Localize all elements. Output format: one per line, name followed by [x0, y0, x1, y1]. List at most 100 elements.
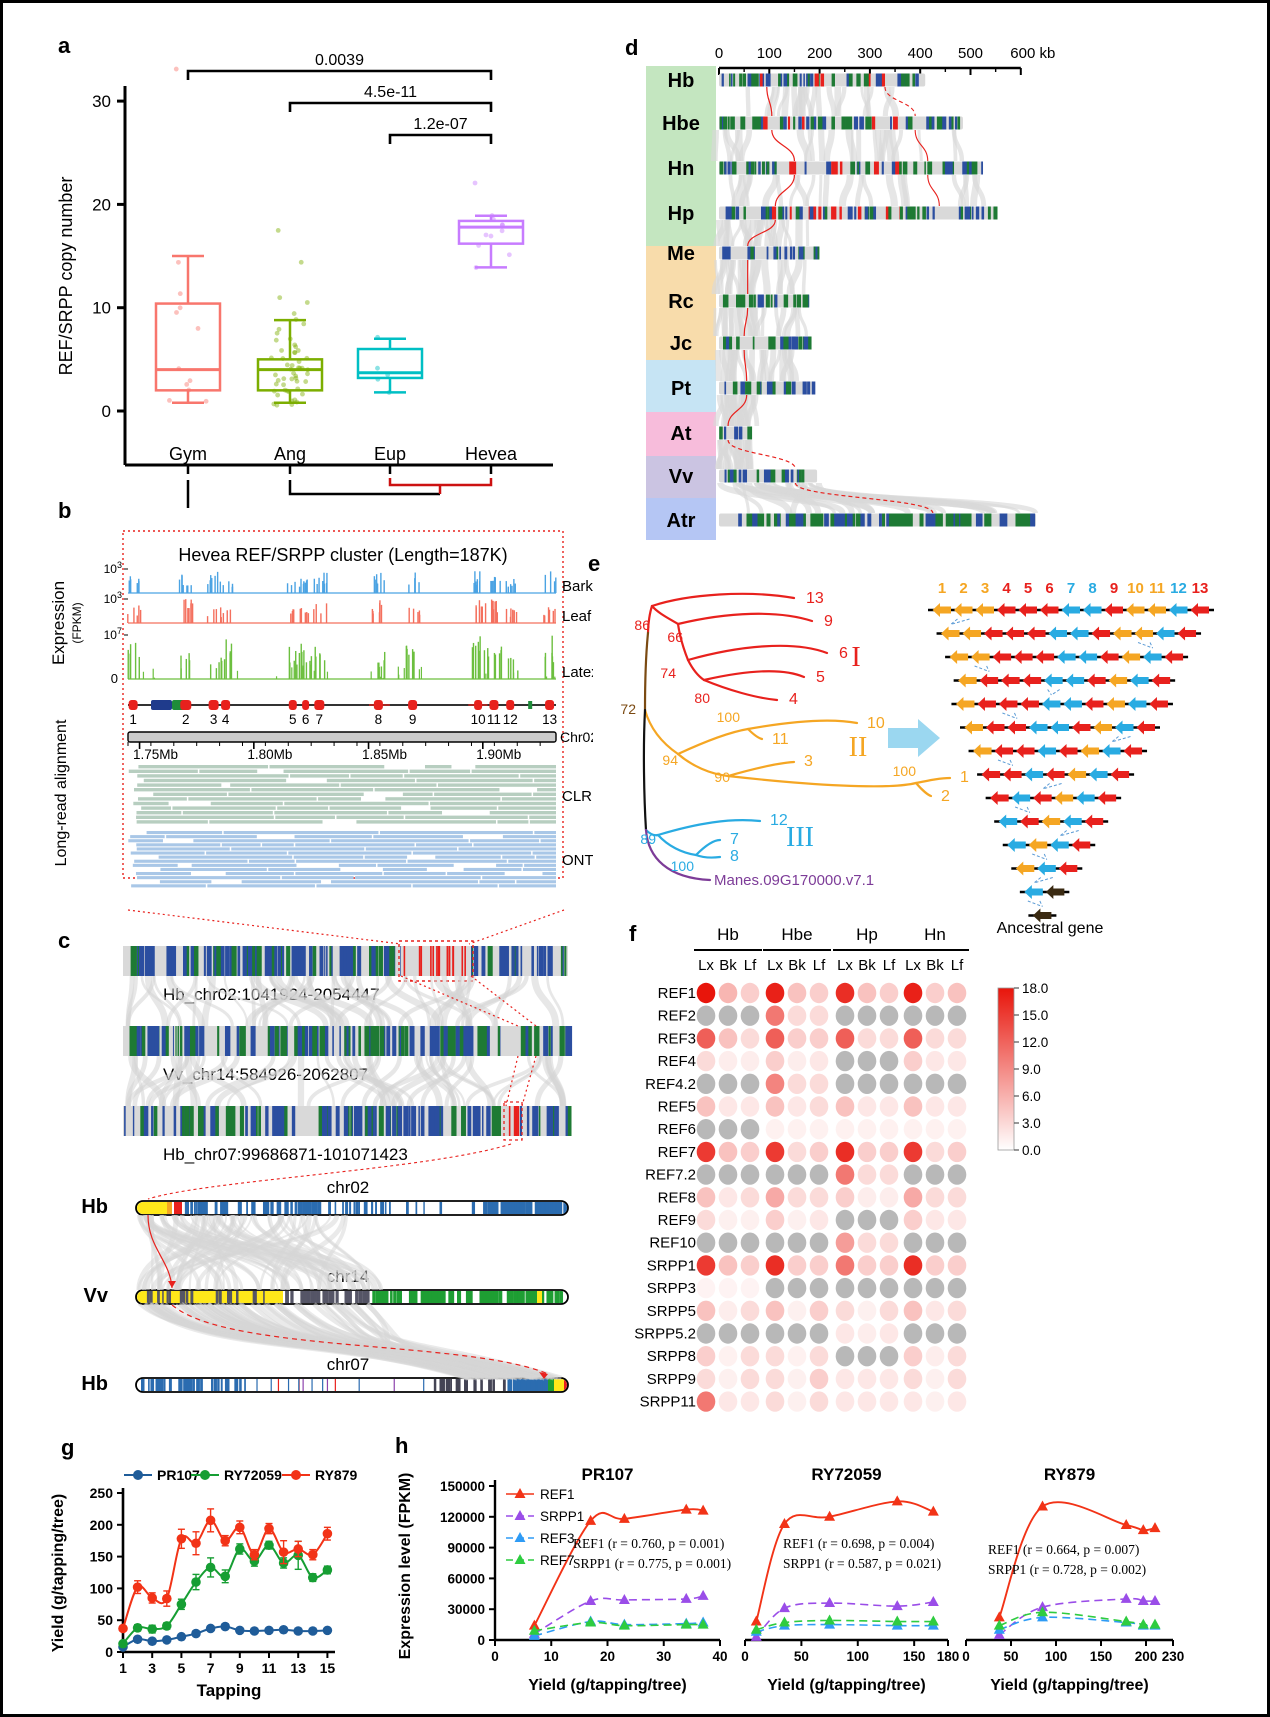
chrom-species: Hb — [81, 1196, 108, 1218]
g-xtick: 3 — [148, 1660, 156, 1676]
scale-tick: 500 — [958, 45, 983, 62]
f-sub-header: Lf — [883, 957, 896, 974]
cluster-bar-Hp — [719, 206, 998, 220]
g-ytick: 200 — [90, 1517, 114, 1533]
boxplot-Hevea — [457, 180, 525, 270]
g-ytick: 50 — [97, 1612, 113, 1628]
panel-g-label: g — [61, 1435, 75, 1460]
boxplot-Gym — [154, 66, 222, 404]
boxplot-Eup — [356, 334, 424, 395]
ruler-tick: 1.75Mb — [133, 747, 178, 762]
bootstrap: 100 — [717, 709, 741, 725]
gene-number: 7 — [316, 712, 324, 727]
pyramid-gene-number: 12 — [1170, 580, 1187, 597]
panel-f-label: f — [629, 921, 637, 946]
axis-exp-label: 103 — [104, 590, 122, 606]
bootstrap: 100 — [671, 858, 695, 874]
panel-e: 13 9 6 5 4 10 11 3 1 2 12 7 8 Manes.09G170000.v7.1 72 8… — [588, 538, 1267, 943]
d-ribbons — [713, 307, 809, 337]
f-sub-header: Lx — [698, 957, 714, 974]
chromosome-chr02 — [135, 1200, 569, 1216]
significance-bracket: 4.5e-11 — [288, 84, 493, 112]
h-xtick: 0 — [491, 1649, 499, 1664]
f-dot-row-REF1 — [696, 982, 967, 1004]
gene-number: 2 — [182, 712, 190, 727]
chrom-ribbons — [136, 1214, 563, 1381]
g-xtick: 7 — [207, 1660, 215, 1676]
f-row-label: SRPP11 — [640, 1394, 696, 1411]
f-dot-row-REF8 — [696, 1187, 967, 1208]
g-xlabel: Tapping — [197, 1681, 262, 1700]
f-dot-row-REF3 — [696, 1028, 967, 1049]
cluster-bar-Jc — [719, 336, 812, 350]
species-label: Jc — [670, 333, 692, 355]
big-arrow-icon — [888, 719, 940, 757]
ruler-tick: 1.90Mb — [476, 747, 521, 762]
h-subplot-title: RY879 — [1044, 1465, 1095, 1484]
h-xtick: 30 — [656, 1649, 671, 1664]
d-ribbons — [728, 174, 987, 207]
h-xtick: 100 — [1045, 1649, 1068, 1664]
f-legend-tick: 15.0 — [1022, 1008, 1048, 1023]
gene-track: 1 2 3 4 5 6 7 8 9 10 11 12 13 — [128, 700, 557, 727]
f-dot-row-SRPP11 — [696, 1391, 967, 1412]
f-row-label: SRPP3 — [647, 1280, 696, 1297]
a-ytick: 0 — [102, 402, 111, 421]
f-dot-row-SRPP3 — [696, 1277, 967, 1299]
expression-track-Latex: Latex 107 — [104, 626, 600, 681]
g-ylabel: Yield (g/tapping/tree) — [50, 1494, 67, 1653]
reads-CLR: CLR — [128, 765, 592, 824]
tree-tip: 1 — [960, 769, 969, 786]
h-xtick: 150 — [1090, 1649, 1113, 1664]
ruler-tick: 1.85Mb — [362, 747, 407, 762]
species-label: Vv — [669, 466, 694, 488]
h-legend-label: SRPP1 — [540, 1509, 584, 1524]
f-group-header: Hbe — [781, 925, 812, 944]
cluster-bar-Hn — [719, 161, 984, 175]
tree-tip: 2 — [941, 788, 950, 805]
scale-tick: 300 — [857, 45, 882, 62]
panel-c: Hb_chr02:1041924-2054447 Vv_chr14:584926-… — [48, 908, 593, 1433]
gene-number: 11 — [487, 712, 501, 727]
g-xtick: 11 — [262, 1660, 277, 1676]
gene-number: 6 — [302, 712, 310, 727]
f-row-label: SRPP9 — [647, 1371, 696, 1388]
h-xtick: 100 — [847, 1649, 870, 1664]
f-dot-row-REF6 — [696, 1119, 967, 1140]
tree-tip: 12 — [770, 812, 788, 829]
h-legend-label: REF1 — [540, 1487, 575, 1502]
f-group-header: Hb — [717, 925, 739, 944]
axis-exp-label: 107 — [104, 626, 122, 642]
a-category: Gym — [169, 444, 207, 464]
track-name: Bark — [562, 578, 593, 595]
region-bar — [123, 1101, 572, 1141]
f-row-label: REF7 — [658, 1144, 696, 1161]
gene-number: 4 — [222, 712, 230, 727]
g-legend-item: PR107 — [124, 1467, 200, 1483]
cluster-bar-Pt — [719, 381, 816, 395]
species-label: Hp — [668, 203, 695, 225]
g-ytick: 100 — [90, 1580, 114, 1596]
b-title: Hevea REF/SRPP cluster (Length=187K) — [178, 545, 507, 565]
species-label: Hb — [668, 70, 695, 92]
a-ytick: 10 — [92, 299, 111, 318]
h-annotation: SRPP1 (r = 0.775, p = 0.001) — [573, 1556, 731, 1571]
scale-tick: 100 — [757, 45, 782, 62]
gene-number: 8 — [375, 712, 383, 727]
species-label: Pt — [671, 378, 691, 400]
h-xtick: 150 — [903, 1649, 926, 1664]
h-xtick: 50 — [1003, 1649, 1018, 1664]
expression-track-Leaf: Leaf 103 — [104, 590, 592, 625]
f-row-label: REF4 — [658, 1053, 696, 1070]
cluster-bar-Atr — [719, 513, 1036, 527]
boxplot-Ang — [256, 227, 324, 408]
clade-label: II — [849, 732, 868, 763]
tree-tip: 9 — [824, 613, 833, 630]
tree-tip: 4 — [789, 691, 798, 708]
f-row-label: REF1 — [658, 985, 696, 1002]
g-xtick: 1 — [119, 1660, 127, 1676]
pyramid-gene-number: 5 — [1024, 580, 1032, 597]
a-category: Eup — [374, 444, 406, 464]
f-dot-row-REF9 — [696, 1209, 967, 1231]
